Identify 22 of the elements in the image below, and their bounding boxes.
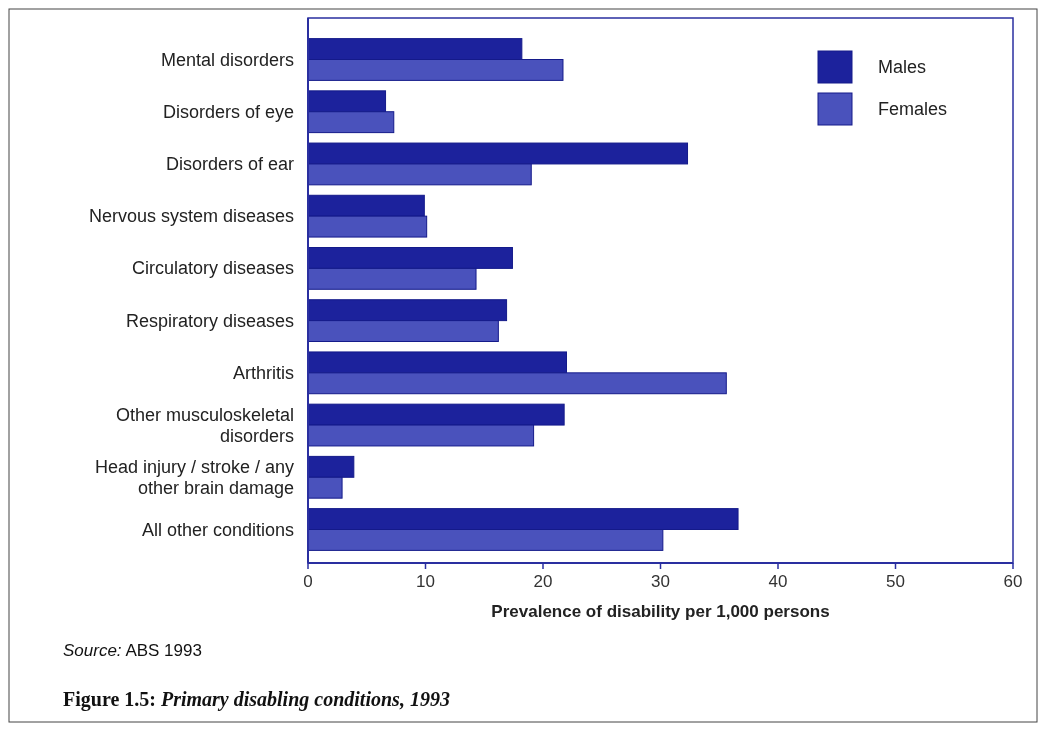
- x-tick-label: 40: [768, 572, 788, 591]
- y-tick-label: Head injury / stroke / any other brain damage: [94, 456, 294, 498]
- x-tick-label: 60: [1003, 572, 1023, 591]
- x-tick-label: 10: [416, 572, 435, 591]
- y-tick-label: Respiratory diseases: [125, 310, 294, 331]
- y-tick-label: Nervous system diseases: [88, 206, 294, 227]
- y-tick-label: Other musculoskeletal disorders: [115, 404, 294, 446]
- x-tick-label: 20: [533, 572, 553, 591]
- x-tick-label: 0: [303, 572, 313, 591]
- y-tick-label: Disorders of eye: [162, 101, 294, 122]
- x-tick-label: 30: [651, 572, 670, 591]
- y-tick-label: Arthritis: [232, 362, 294, 383]
- y-tick-label: Mental disorders: [160, 49, 294, 70]
- x-axis-title: Prevalence of disability per 1,000 persons: [491, 602, 830, 621]
- legend-label: Females: [878, 99, 948, 119]
- text: Figure 1.5: Primary disabling conditions, 1993: [63, 688, 450, 711]
- legend-label: Males: [878, 57, 927, 77]
- y-tick-label: Circulatory diseases: [131, 258, 294, 279]
- y-tick-label: Disorders of ear: [165, 153, 294, 174]
- y-tick-label: All other conditions: [141, 519, 294, 540]
- x-tick-label: 50: [886, 572, 905, 591]
- source-note: Source: ABS 1993: [63, 641, 202, 660]
